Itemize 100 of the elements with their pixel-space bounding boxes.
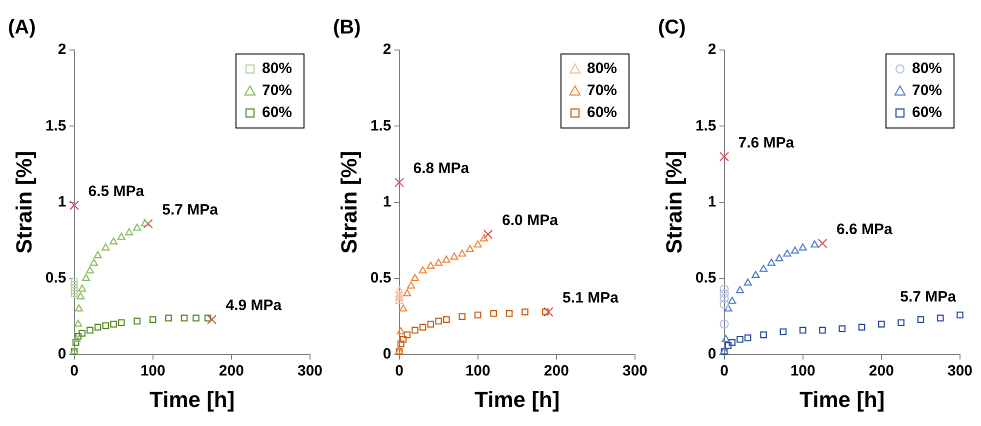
point (483, 229, 493, 240)
point (474, 240, 482, 248)
y-tick-label: 0.5 (370, 270, 392, 287)
point (397, 340, 404, 348)
point (110, 320, 117, 328)
point (396, 327, 405, 334)
point (395, 290, 404, 298)
point (102, 322, 110, 330)
legend-label: 60% (912, 104, 942, 122)
point (109, 237, 118, 244)
point (410, 274, 420, 282)
point (858, 324, 866, 331)
point (427, 320, 434, 328)
point (728, 296, 736, 304)
point (838, 325, 846, 332)
point (720, 294, 729, 303)
point (790, 246, 800, 254)
x-tick-label: 100 (465, 362, 490, 380)
point (466, 244, 474, 252)
point (399, 304, 408, 312)
point (490, 310, 497, 317)
point (936, 314, 944, 322)
y-tick-label: 0 (708, 346, 716, 363)
point (810, 240, 819, 248)
y-tick-label: 1 (382, 193, 392, 210)
annotation: 5.7 MPa (900, 288, 957, 306)
point (419, 324, 426, 331)
point (165, 314, 172, 322)
y-tick-label: 0.5 (45, 270, 66, 287)
point (140, 219, 150, 226)
point (720, 289, 729, 298)
point (94, 324, 102, 331)
point (720, 300, 729, 309)
point (418, 266, 427, 274)
chart-title: (A) (8, 16, 36, 39)
point (780, 328, 787, 336)
point (760, 331, 767, 338)
point (783, 249, 792, 257)
point (442, 256, 450, 263)
annotation: 6.0 MPa (502, 212, 559, 229)
x-tick-label: 300 (947, 362, 973, 380)
point (724, 342, 732, 349)
x-tick-label: 0 (395, 362, 404, 380)
point (70, 287, 78, 294)
point (76, 292, 85, 300)
y-tick-label: 1 (58, 193, 66, 210)
chart-title: (C) (658, 16, 686, 39)
y-tick-label: 0 (58, 346, 66, 363)
point (450, 252, 458, 260)
point (798, 243, 807, 251)
point (818, 238, 828, 248)
point (86, 266, 94, 274)
legend-label: 70% (586, 82, 618, 100)
point (395, 296, 404, 304)
x-tick-label: 300 (622, 362, 648, 380)
point (134, 318, 141, 325)
annotation: 5.7 MPa (162, 201, 219, 218)
point (724, 304, 732, 312)
point (82, 274, 90, 282)
point (102, 243, 110, 251)
point (149, 316, 156, 323)
point (719, 152, 730, 162)
y-tick-label: 0 (382, 346, 392, 363)
point (752, 270, 760, 278)
point (70, 290, 78, 298)
point (90, 258, 98, 266)
annotation: 6.5 MPa (88, 182, 145, 200)
legend-label: 60% (262, 104, 292, 122)
point (180, 314, 188, 322)
point (775, 254, 784, 262)
annotation: 5.1 MPa (562, 290, 620, 307)
point (917, 316, 924, 323)
point (94, 251, 102, 258)
point (759, 264, 768, 272)
x-axis-title: Time [h] (474, 386, 560, 412)
y-tick-label: 1.5 (370, 117, 392, 134)
x-tick-label: 200 (868, 362, 894, 380)
point (204, 314, 212, 322)
x-tick-label: 100 (790, 362, 816, 380)
point (70, 278, 78, 285)
annotation: 6.8 MPa (413, 160, 470, 178)
point (406, 281, 416, 289)
x-axis-title: Time [h] (150, 386, 235, 412)
x-tick-label: 0 (70, 362, 78, 380)
y-axis-title: Strain [%] (336, 150, 362, 254)
annotation: 4.9 MPa (226, 297, 282, 314)
point (720, 284, 729, 294)
point (720, 320, 729, 329)
point (819, 326, 826, 334)
point (118, 319, 125, 326)
point (799, 326, 806, 334)
y-tick-label: 1.5 (695, 117, 716, 134)
point (542, 308, 549, 316)
point (70, 284, 78, 292)
point (404, 331, 411, 338)
point (143, 218, 153, 228)
x-tick-label: 200 (218, 362, 244, 380)
x-tick-label: 100 (140, 362, 166, 380)
point (744, 278, 752, 286)
point (722, 334, 730, 342)
